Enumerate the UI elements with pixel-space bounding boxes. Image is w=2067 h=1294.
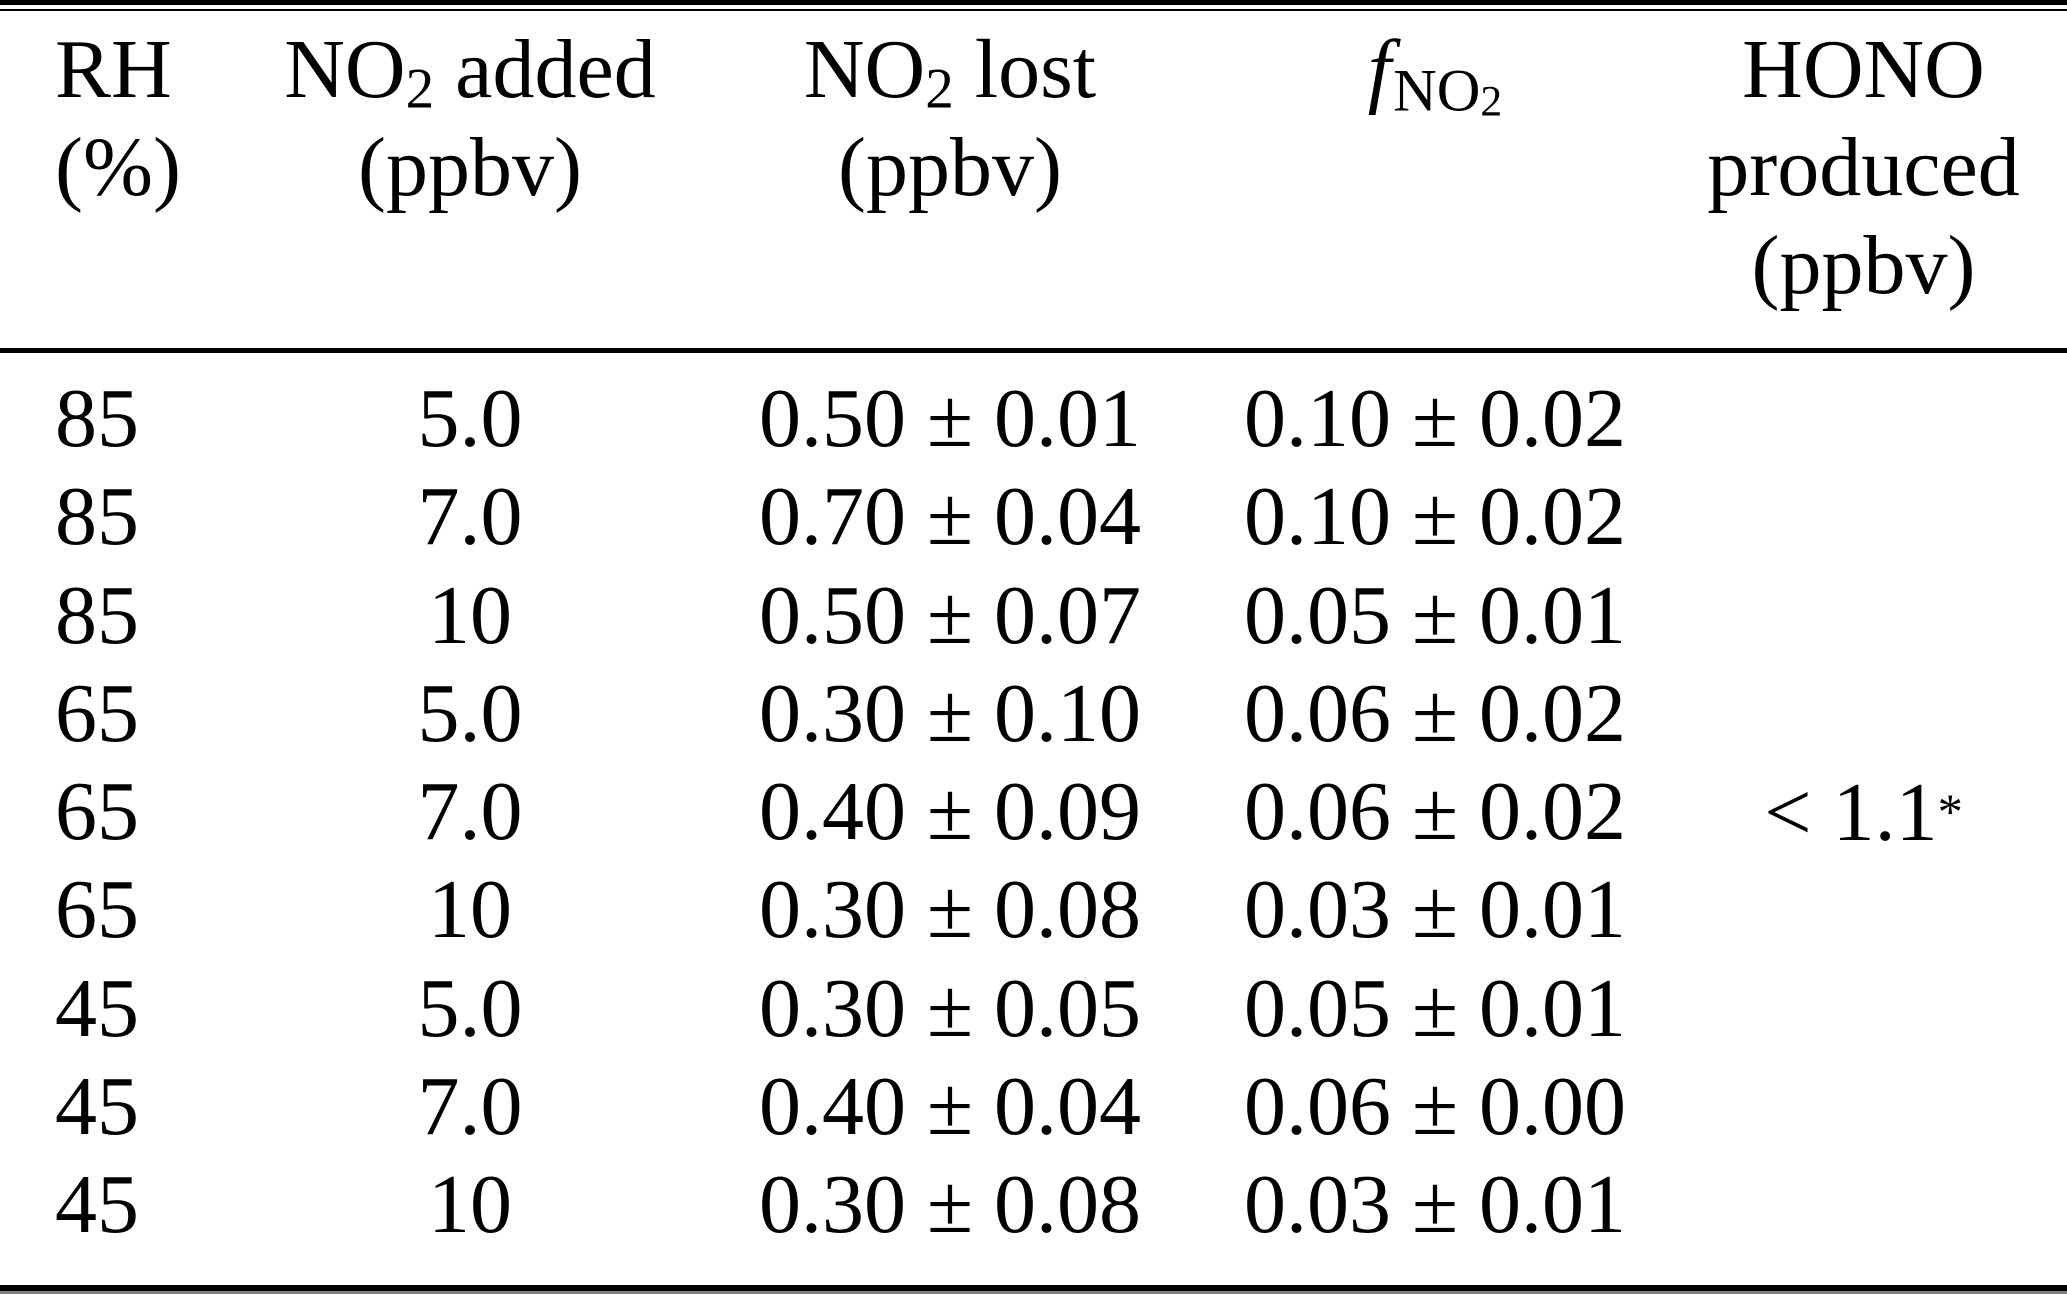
cell-no2-lost: 0.50 ± 0.01 <box>758 372 1142 465</box>
header-rule <box>0 348 2067 353</box>
header-rh-unit: (%) <box>55 121 181 214</box>
cell-no2-added: 10 <box>428 568 512 662</box>
header-no2-lost-unit: (ppbv) <box>838 121 1062 214</box>
header-no2-lost-label: NO2 lost <box>690 21 1210 119</box>
no2-subscript: 2 <box>405 57 435 121</box>
hono-value: < 1.1 <box>1764 765 1938 859</box>
column-header-hono-produced: HONO produced (ppbv) <box>1660 11 2067 348</box>
cell-rh: 85 <box>55 470 139 564</box>
cell-rh: 45 <box>55 961 139 1055</box>
cell-rh: 85 <box>55 372 139 465</box>
bottom-rule <box>0 1285 2067 1291</box>
f-symbol: f <box>1367 23 1392 116</box>
no2-symbol: NO <box>284 23 406 116</box>
column-header-rh: RH (%) <box>0 11 250 348</box>
cell-no2-added: 5.0 <box>417 372 523 465</box>
cell-no2-added: 10 <box>428 863 512 957</box>
column-header-no2-lost: NO2 lost (ppbv) <box>690 11 1210 348</box>
cell-no2-added: 5.0 <box>417 666 523 760</box>
cell-f-no2: 0.06 ± 0.00 <box>1243 1060 1627 1154</box>
cell-no2-lost: 0.30 ± 0.05 <box>758 961 1142 1055</box>
header-f-no2-label: fNO2 <box>1210 21 1660 123</box>
cell-f-no2: 0.06 ± 0.02 <box>1243 666 1627 760</box>
header-no2-added-label: NO2 added <box>250 21 690 119</box>
cell-f-no2: 0.06 ± 0.02 <box>1243 765 1627 859</box>
f-subscript-2: 2 <box>1480 77 1503 126</box>
cell-no2-lost: 0.30 ± 0.08 <box>758 1158 1142 1252</box>
cell-rh: 85 <box>55 568 139 662</box>
header-hono-unit: (ppbv) <box>1751 219 1976 312</box>
cell-rh: 45 <box>55 1060 139 1154</box>
cell-hono-produced: < 1.1 * <box>1764 765 1963 859</box>
lost-label: lost <box>953 23 1097 116</box>
no2-symbol: NO <box>803 23 926 116</box>
cell-f-no2: 0.05 ± 0.01 <box>1243 568 1627 662</box>
header-rh-label: RH <box>55 23 172 116</box>
top-rule-thick <box>0 0 2067 5</box>
cell-no2-lost: 0.70 ± 0.04 <box>758 470 1142 564</box>
cell-no2-lost: 0.30 ± 0.08 <box>758 863 1142 957</box>
column-header-f-no2: fNO2 <box>1210 11 1660 348</box>
cell-no2-lost: 0.40 ± 0.09 <box>758 765 1142 859</box>
cell-f-no2: 0.10 ± 0.02 <box>1243 470 1627 564</box>
column-header-no2-added: NO2 added (ppbv) <box>250 11 690 348</box>
header-hono-line2: produced <box>1707 121 2020 214</box>
cell-rh: 45 <box>55 1158 139 1252</box>
data-table: RH (%) NO2 added (ppbv) NO2 lost (ppbv) … <box>0 11 2067 1255</box>
cell-no2-added: 7.0 <box>417 470 523 564</box>
header-hono-line1: HONO <box>1742 23 1985 116</box>
bottom-rule-gray <box>0 1291 2067 1294</box>
cell-f-no2: 0.05 ± 0.01 <box>1243 961 1627 1055</box>
f-subscript-no: NO <box>1393 57 1481 125</box>
no2-subscript: 2 <box>925 57 954 121</box>
cell-f-no2: 0.10 ± 0.02 <box>1243 372 1627 465</box>
cell-rh: 65 <box>55 666 139 760</box>
cell-no2-lost: 0.40 ± 0.04 <box>758 1060 1142 1154</box>
header-no2-added-unit: (ppbv) <box>358 121 582 214</box>
cell-no2-lost: 0.50 ± 0.07 <box>758 568 1142 662</box>
cell-rh: 65 <box>55 863 139 957</box>
cell-no2-added: 7.0 <box>417 1060 523 1154</box>
cell-f-no2: 0.03 ± 0.01 <box>1243 1158 1627 1252</box>
cell-rh: 65 <box>55 765 139 859</box>
cell-no2-added: 7.0 <box>417 765 523 859</box>
cell-no2-lost: 0.30 ± 0.10 <box>758 666 1142 760</box>
cell-f-no2: 0.03 ± 0.01 <box>1243 863 1627 957</box>
cell-no2-added: 5.0 <box>417 961 523 1055</box>
top-rule-thin <box>0 9 2067 11</box>
added-label: added <box>434 23 656 116</box>
cell-no2-added: 10 <box>428 1158 512 1252</box>
